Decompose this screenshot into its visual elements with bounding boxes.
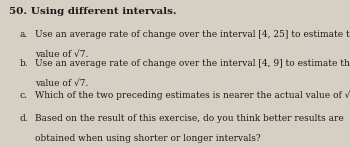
Text: value of √7.: value of √7.	[35, 50, 88, 59]
Text: a.: a.	[19, 30, 28, 39]
Text: Use an average rate of change over the interval [4, 25] to estimate the: Use an average rate of change over the i…	[35, 30, 350, 39]
Text: Which of the two preceding estimates is nearer the actual value of √7?: Which of the two preceding estimates is …	[35, 91, 350, 100]
Text: Based on the result of this exercise, do you think better results are: Based on the result of this exercise, do…	[35, 114, 344, 123]
Text: d.: d.	[19, 114, 28, 123]
Text: 50. Using different intervals.: 50. Using different intervals.	[9, 7, 177, 16]
Text: c.: c.	[19, 91, 27, 100]
Text: b.: b.	[19, 59, 28, 68]
Text: Use an average rate of change over the interval [4, 9] to estimate the: Use an average rate of change over the i…	[35, 59, 350, 68]
Text: obtained when using shorter or longer intervals?: obtained when using shorter or longer in…	[35, 134, 260, 143]
Text: value of √7.: value of √7.	[35, 79, 88, 88]
